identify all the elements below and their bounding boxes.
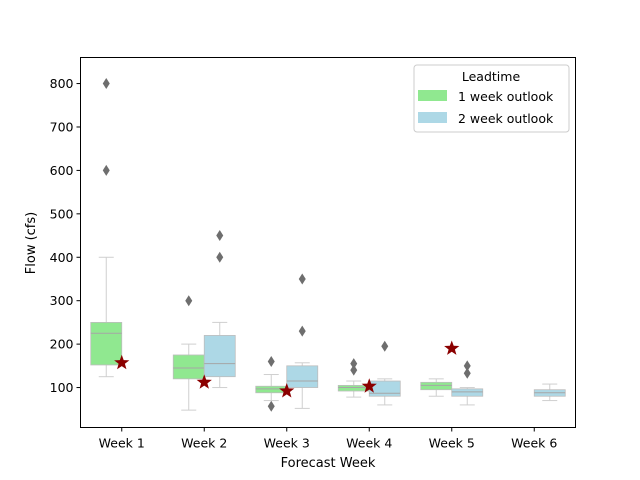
box-2-week-week-6 <box>533 383 566 402</box>
y-axis: 100 200 300 400 500 600 700 800 <box>50 76 81 395</box>
box-iqr <box>172 354 205 380</box>
x-tick-label-4: Week 4 <box>346 436 392 451</box>
observed-star-week-3 <box>279 383 295 398</box>
legend-swatch-2-week <box>418 112 447 123</box>
box-2-week-week-5 <box>451 360 484 406</box>
legend-label-2-week: 2 week outlook <box>458 111 554 126</box>
box-2-week-week-4 <box>368 340 401 406</box>
outlier-marker <box>298 273 306 285</box>
box-iqr <box>286 365 319 388</box>
outlier-marker <box>463 360 471 372</box>
plot-frame <box>80 57 576 428</box>
y-tick-label-700: 700 <box>50 119 74 134</box>
observed-star-week-1 <box>114 354 130 370</box>
box-1-week-week-3 <box>255 355 288 412</box>
outlier-marker <box>298 325 306 337</box>
box-1-week-week-5 <box>420 378 453 397</box>
legend-title: Leadtime <box>462 69 521 84</box>
box-iqr <box>451 388 484 397</box>
box-iqr <box>90 322 123 366</box>
box-2-week-week-2 <box>203 230 236 389</box>
x-axis-label: Forecast Week <box>281 456 376 471</box>
legend-frame <box>413 64 570 133</box>
outlier-marker <box>185 295 193 307</box>
outlier-marker <box>216 251 224 263</box>
y-axis-label: Flow (cfs) <box>24 212 39 274</box>
outlier-marker <box>267 355 275 367</box>
observed-star-week-4 <box>361 378 377 393</box>
plot-area <box>90 78 566 412</box>
outlier-marker <box>381 340 389 352</box>
box-iqr <box>203 335 236 378</box>
y-tick-label-600: 600 <box>50 163 74 178</box>
outlier-marker <box>267 400 275 412</box>
y-tick-label-300: 300 <box>50 293 74 308</box>
y-tick-label-200: 200 <box>50 337 74 352</box>
observed-star-week-2 <box>196 374 212 389</box>
legend: Leadtime 1 week outlook 2 week outlook <box>413 64 570 133</box>
x-tick-label-1: Week 1 <box>99 436 145 451</box>
legend-label-1-week: 1 week outlook <box>458 89 554 104</box>
x-tick-label-6: Week 6 <box>511 436 557 451</box>
x-tick-label-2: Week 2 <box>181 436 227 451</box>
legend-swatch-1-week <box>418 90 447 101</box>
x-axis: Week 1 Week 2 Week 3 Week 4 Week 5 Week 6 <box>99 427 557 451</box>
x-tick-label-5: Week 5 <box>429 436 475 451</box>
observed-star-week-5 <box>444 340 460 355</box>
y-tick-label-400: 400 <box>50 250 74 265</box>
outlier-marker <box>216 230 224 242</box>
outlier-marker <box>350 358 358 370</box>
box-1-week-week-2 <box>172 295 205 411</box>
x-tick-label-3: Week 3 <box>264 436 310 451</box>
y-tick-label-800: 800 <box>50 76 74 91</box>
outlier-marker <box>102 164 110 176</box>
outlier-marker <box>102 78 110 90</box>
outlier-marker <box>350 364 358 376</box>
y-tick-label-100: 100 <box>50 380 74 395</box>
outlier-marker <box>463 367 471 379</box>
box-2-week-week-3 <box>286 273 319 409</box>
box-1-week-week-1 <box>90 78 123 378</box>
box-iqr <box>337 384 370 392</box>
box-1-week-week-4 <box>337 358 370 398</box>
y-tick-label-500: 500 <box>50 206 74 221</box>
box-iqr <box>420 381 453 391</box>
box-iqr <box>368 380 401 397</box>
